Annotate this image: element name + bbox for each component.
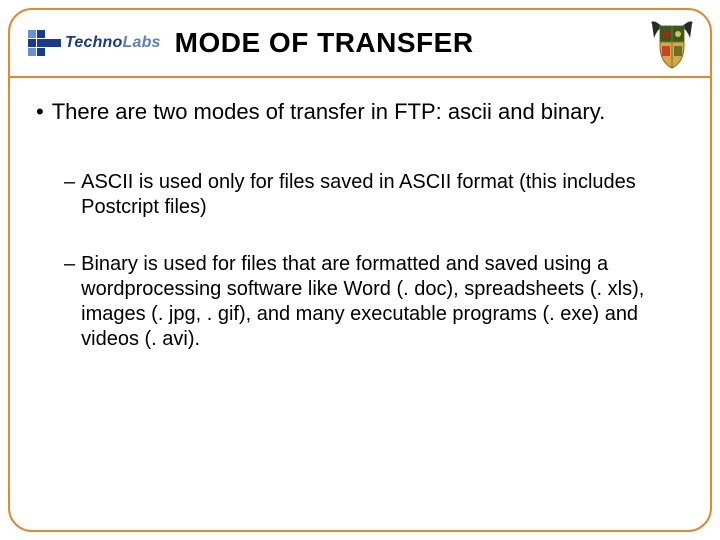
- sub-bullet-2: – Binary is used for files that are form…: [36, 252, 684, 352]
- slide-header: TechnoLabs MODE OF TRANSFER: [10, 10, 710, 78]
- sub-bullet-2-text: Binary is used for files that are format…: [81, 252, 684, 352]
- dash-icon: –: [64, 170, 75, 220]
- brand-logo: TechnoLabs: [28, 30, 161, 56]
- bullet-main: • There are two modes of transfer in FTP…: [36, 98, 684, 126]
- slide-content: • There are two modes of transfer in FTP…: [10, 78, 710, 404]
- sub-bullet-1-text: ASCII is used only for files saved in AS…: [81, 170, 684, 220]
- bullet-main-text: There are two modes of transfer in FTP: …: [52, 98, 606, 126]
- dash-icon: –: [64, 252, 75, 352]
- slide-title: MODE OF TRANSFER: [175, 27, 474, 59]
- sub-bullet-1: – ASCII is used only for files saved in …: [36, 170, 684, 220]
- crest-icon: [648, 18, 696, 74]
- logo-text: TechnoLabs: [65, 34, 161, 52]
- logo-mark-icon: [28, 30, 61, 56]
- bullet-dot-icon: •: [36, 98, 44, 126]
- logo-text-part1: Techno: [65, 34, 123, 51]
- logo-text-part2: Labs: [123, 34, 161, 51]
- slide-frame: TechnoLabs MODE OF TRANSFER • There are …: [8, 8, 712, 532]
